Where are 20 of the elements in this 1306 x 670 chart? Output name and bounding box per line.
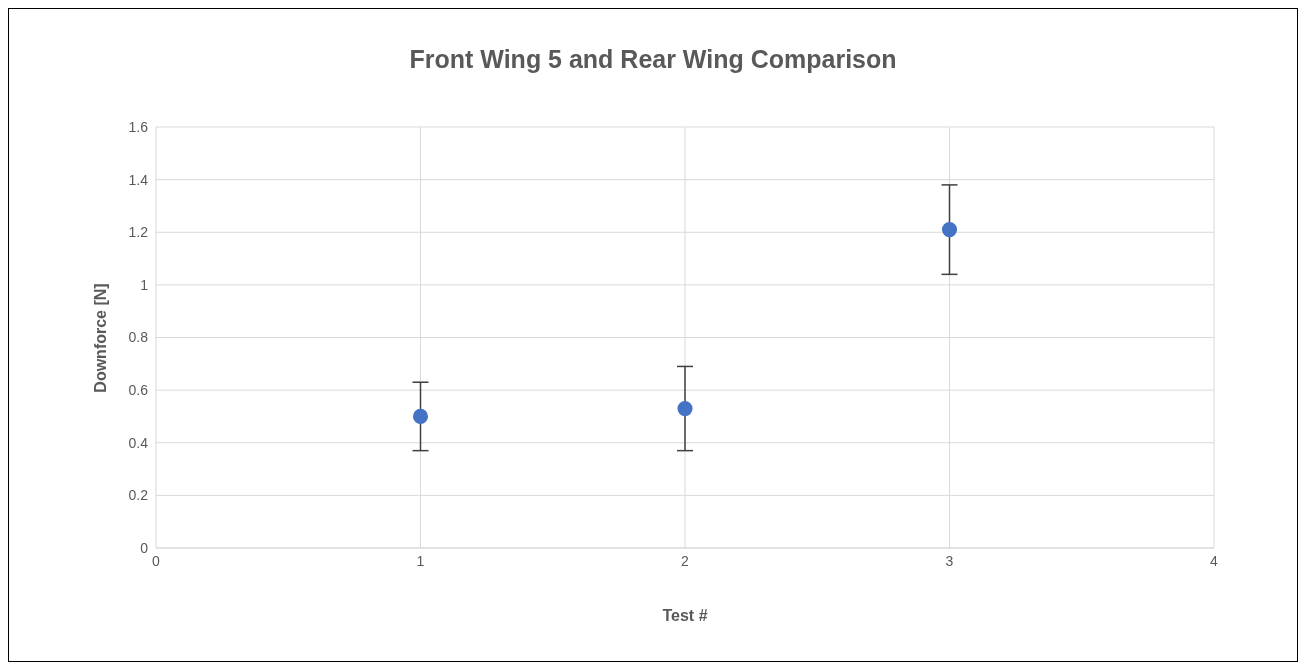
chart-title: Front Wing 5 and Rear Wing Comparison: [408, 45, 898, 74]
y-tick-label: 1: [140, 276, 149, 293]
x-axis-title: Test #: [661, 607, 709, 625]
x-tick-label: 0: [152, 552, 161, 569]
y-tick-label: 0.6: [128, 382, 149, 399]
y-axis-title: Downforce [N]: [92, 283, 110, 393]
y-tick-label: 0: [140, 539, 149, 556]
y-tick-label: 1.2: [128, 224, 149, 241]
point: [412, 408, 429, 424]
y-tick-label: 1.4: [128, 171, 149, 188]
y-tick-label: 0.4: [128, 434, 149, 451]
x-tick-label: 4: [1210, 552, 1219, 569]
point: [677, 400, 693, 417]
y-tick-label: 0.8: [128, 329, 149, 346]
y-tick-label: 0.2: [128, 487, 149, 504]
x-tick-label: 3: [945, 552, 954, 569]
x-tick-label: 1: [416, 552, 425, 569]
point: [941, 222, 958, 238]
x-tick-label: 2: [681, 552, 690, 569]
y-tick-label: 1.6: [128, 118, 149, 135]
